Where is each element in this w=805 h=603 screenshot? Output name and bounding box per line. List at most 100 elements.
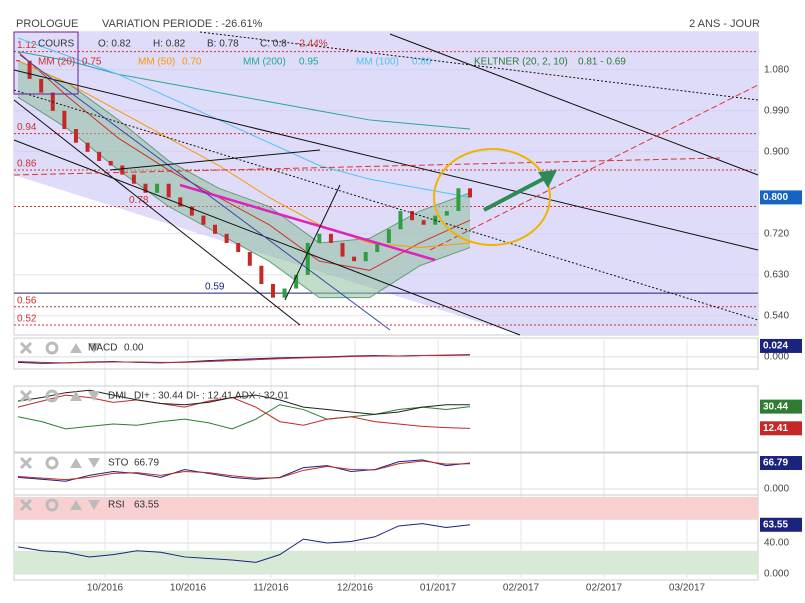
highlight-circle — [433, 148, 551, 246]
x-tick-label: 03/2017 — [669, 583, 706, 594]
candle — [155, 183, 160, 193]
legend-high: H: 0.82 — [153, 39, 186, 50]
indicator-line — [17, 459, 471, 482]
candle — [85, 142, 90, 152]
legend: COURS O: 0.82 H: 0.82 B: 0.78 C: 0.8 -2.… — [38, 39, 328, 50]
main-panel — [13, 31, 759, 336]
candle — [201, 215, 206, 225]
candle — [410, 211, 415, 221]
settings-icon — [45, 456, 59, 470]
candle — [166, 183, 171, 198]
keltner-upper — [17, 60, 471, 244]
trendline — [429, 84, 759, 251]
candle — [189, 206, 194, 216]
indicator-line — [17, 523, 471, 563]
arrow — [483, 176, 546, 212]
move-icon — [70, 391, 100, 401]
y-tick-label: 40.00 — [764, 538, 789, 549]
panel-frame — [13, 385, 759, 453]
candle — [270, 283, 275, 298]
y-tick-label: 0.000 — [764, 569, 789, 580]
legend-value: 0.81 - 0.69 — [578, 57, 626, 68]
panel-value: 0.00 — [124, 343, 144, 354]
candle — [120, 165, 125, 175]
legend-value: 0.95 — [299, 57, 319, 68]
legend-close: C: 0.8 — [260, 39, 287, 50]
legend-name: KELTNER (20, 2, 10) — [474, 57, 568, 68]
trendline — [179, 183, 436, 262]
box — [13, 31, 79, 95]
trendline — [284, 184, 341, 301]
candle — [131, 174, 136, 184]
panel-frame — [13, 337, 759, 370]
x-tick-label: 10/2016 — [170, 583, 207, 594]
candle — [294, 274, 299, 289]
candle — [421, 220, 426, 225]
y-tick-label: 1.080 — [764, 64, 789, 75]
close-icon — [19, 498, 33, 512]
value-badge — [760, 190, 802, 205]
x-tick-label: 11/2016 — [253, 583, 289, 594]
candle — [386, 229, 391, 243]
trendline — [389, 33, 759, 176]
value-badge-label: 30.44 — [763, 401, 788, 412]
candle — [39, 78, 44, 93]
value-badge — [760, 456, 802, 471]
candle — [328, 233, 333, 243]
trendline — [13, 69, 759, 251]
zone — [14, 550, 758, 574]
panel-value: 66.79 — [134, 458, 159, 469]
moving-average — [17, 37, 471, 198]
moving-average — [17, 51, 471, 130]
value-badge-label: 0.800 — [763, 192, 788, 203]
legend-low: B: 0.78 — [207, 39, 239, 50]
candle — [375, 242, 380, 253]
move-icon — [70, 458, 100, 468]
trendline — [13, 89, 759, 321]
value-badge — [760, 338, 802, 353]
channel-fill — [14, 32, 758, 335]
trendline — [109, 149, 321, 171]
value-badge — [760, 399, 802, 414]
panel-label: MACD — [88, 343, 117, 354]
trendline — [19, 54, 391, 331]
legend-name: MM (200) — [243, 57, 286, 68]
value-badge-label: 0.024 — [763, 341, 788, 352]
candle — [468, 188, 472, 198]
candle — [62, 110, 67, 130]
settings-icon — [45, 341, 59, 355]
y-tick-label: 0.540 — [764, 311, 789, 322]
candle — [178, 197, 183, 207]
keltner-fill — [18, 60, 470, 298]
value-badge-label: 66.79 — [763, 458, 788, 469]
y-tick-label: 0.000 — [764, 352, 789, 363]
legend-open: O: 0.82 — [98, 39, 131, 50]
value-badge-label: 63.55 — [763, 519, 788, 530]
y-tick-label: 0.630 — [764, 269, 789, 280]
candle — [317, 233, 322, 243]
move-icon — [70, 500, 100, 510]
level-label: 0.86 — [17, 159, 37, 170]
candle — [340, 242, 345, 257]
move-icon — [70, 343, 100, 353]
legend-cours: COURS — [38, 39, 74, 50]
value-badge — [760, 421, 802, 436]
settings-icon — [45, 498, 59, 512]
indicator-line — [17, 404, 471, 430]
drawings — [13, 31, 759, 336]
zone — [14, 497, 758, 520]
level-label: 0.59 — [205, 282, 225, 293]
level-label: 0.78 — [129, 195, 149, 206]
keltner-lower — [17, 96, 471, 299]
candle — [352, 256, 357, 262]
legend-name: MM (50) — [138, 57, 175, 68]
trendline — [199, 31, 759, 101]
candle — [236, 242, 241, 253]
legend-value: 0.80 — [412, 57, 432, 68]
trendline — [13, 99, 301, 326]
candle — [143, 183, 148, 193]
candle — [73, 129, 78, 143]
candle — [305, 242, 310, 275]
moving-average — [17, 51, 471, 271]
moving-average — [17, 60, 471, 249]
